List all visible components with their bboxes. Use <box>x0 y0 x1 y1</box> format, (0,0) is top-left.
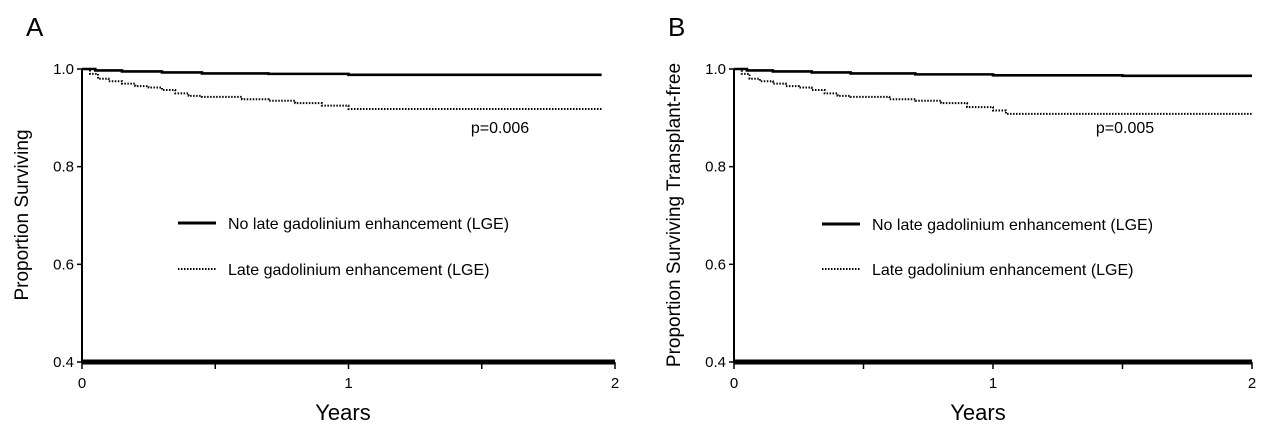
legend-label: Late gadolinium enhancement (LGE) <box>872 262 1134 279</box>
y-tick-label: 0.8 <box>705 159 726 176</box>
legend-label: No late gadolinium enhancement (LGE) <box>228 216 509 233</box>
y-tick-label: 1.0 <box>53 61 74 78</box>
y-axis-label: Proportion Surviving <box>12 129 33 300</box>
p-value-annotation: p=0.006 <box>471 120 529 137</box>
series-line-no-lge <box>82 67 602 77</box>
p-value-annotation: p=0.005 <box>1096 120 1154 137</box>
x-axis-label: Years <box>950 400 1005 425</box>
y-tick-label: 0.6 <box>705 256 726 273</box>
panel-letter: B <box>668 12 685 42</box>
x-tick-label: 0 <box>730 375 738 392</box>
x-tick-label: 1 <box>344 375 352 392</box>
y-tick-label: 1.0 <box>705 61 726 78</box>
x-tick-label: 2 <box>1248 375 1256 392</box>
y-tick-label: 0.4 <box>705 354 726 371</box>
y-tick-label: 0.6 <box>53 256 74 273</box>
series-line-lge <box>82 68 602 111</box>
y-tick-label: 0.8 <box>53 159 74 176</box>
y-tick-label: 0.4 <box>53 354 74 371</box>
panel-letter: A <box>26 12 44 42</box>
x-axis-label: Years <box>315 400 370 425</box>
series-line-no-lge <box>734 67 1252 78</box>
legend-label: No late gadolinium enhancement (LGE) <box>872 217 1153 234</box>
series-line-lge <box>734 68 1252 115</box>
x-tick-label: 1 <box>989 375 997 392</box>
legend-label: Late gadolinium enhancement (LGE) <box>228 262 490 279</box>
x-tick-label: 0 <box>78 375 86 392</box>
x-tick-label: 2 <box>611 375 619 392</box>
y-axis-label: Proportion Surviving Transplant-free <box>664 63 685 367</box>
